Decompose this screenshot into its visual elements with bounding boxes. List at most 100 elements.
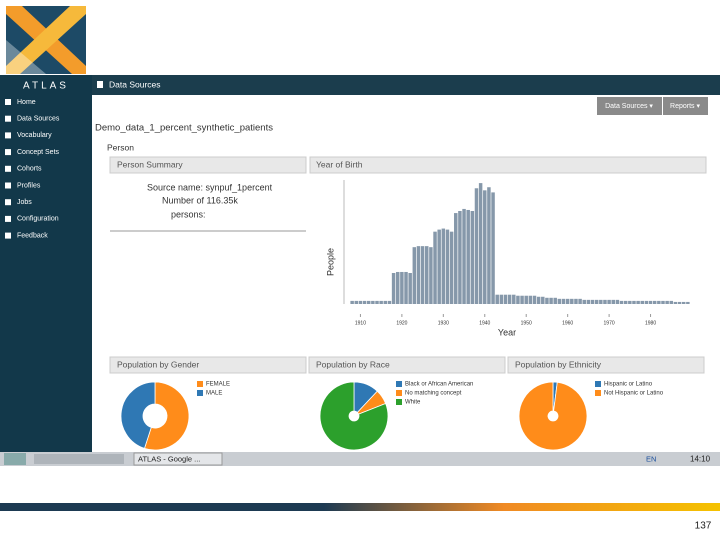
menu-icon [5,132,11,139]
bar [408,273,412,304]
bar [420,246,425,304]
panel-title: Population by Race [316,359,390,369]
bar [491,192,495,304]
bar [657,300,661,304]
legend-label: Hispanic or Latino [604,382,653,388]
legend-label: Not Hispanic or Latino [604,391,664,397]
logo [6,6,86,74]
button-label[interactable]: Reports ▾ [670,103,700,110]
bar [536,296,541,304]
x-tick-label: 1920 [396,320,407,326]
x-tick-label: 1940 [479,320,490,326]
bar [449,231,454,304]
bar [640,300,645,304]
menu-icon [5,149,11,156]
bar [528,295,533,304]
bar [681,301,686,304]
bar [561,298,566,304]
button[interactable] [597,97,662,115]
task-window[interactable] [133,452,223,466]
bar [474,188,479,304]
x-tick-label: 1980 [645,320,656,326]
language: EN [646,454,656,463]
legend-swatch [396,381,402,387]
legend-label: MALE [206,391,222,397]
legend-label: Black or African American [405,382,473,388]
bar [557,298,562,304]
bar [549,297,553,304]
menu-item[interactable]: Cohorts [17,166,42,173]
panel [309,156,707,174]
bar [648,300,653,304]
clock: 14:10 [690,455,711,464]
bar [619,300,624,304]
bar [578,298,582,304]
bar [516,295,520,304]
bar [623,300,628,304]
bar [395,271,400,304]
x-axis-label: Year [498,327,516,337]
bar [636,300,640,304]
menu-item[interactable]: Home [17,99,36,106]
bar [520,295,524,304]
slide-number: 137 [695,521,712,532]
menu-item[interactable]: Concept Sets [17,149,60,156]
slide-band [0,503,720,511]
panel [109,356,307,374]
bar [358,300,363,304]
bar [441,228,446,304]
start-button[interactable] [4,453,26,465]
sidebar [0,75,92,452]
task-window-label[interactable]: ATLAS - Google ... [138,454,200,463]
bar [387,300,392,304]
bar [445,229,450,304]
bar [470,211,475,304]
pie-slice [319,381,389,451]
bar [371,300,375,304]
quick-launch [34,454,124,464]
menu-icon [5,199,11,206]
panel [109,156,307,232]
bar [632,300,636,304]
bar [669,300,674,304]
menu-icon [5,182,11,189]
panel-title: Year of Birth [316,159,363,169]
pie-slice [120,381,156,449]
bar [524,295,528,304]
menu-item[interactable]: Profiles [17,182,41,189]
bar [677,301,682,304]
summary-line: Number of 116.35k [162,195,238,205]
bar [350,300,354,304]
pie-slice [143,381,190,451]
bar [574,298,578,304]
bar [429,247,433,304]
bar [400,271,404,304]
bar [495,294,499,304]
bar [404,271,408,304]
bar [594,299,599,304]
bar [458,211,462,304]
button-label[interactable]: Data Sources ▾ [605,103,653,110]
bar [354,300,359,304]
bar [379,300,383,304]
bar [686,301,690,304]
bar [499,294,504,304]
button[interactable] [663,97,708,115]
menu-item[interactable]: Configuration [17,216,59,223]
x-tick-label: 1910 [355,320,366,326]
bar [570,298,574,304]
menu-item[interactable]: Data Sources [17,116,60,123]
bar [487,187,491,304]
legend-label: FEMALE [206,382,230,388]
bar [375,300,379,304]
menu-item[interactable]: Jobs [17,199,32,206]
bar [611,299,615,304]
menu-icon [5,99,11,105]
menu-item[interactable]: Feedback [17,232,48,239]
header-title: Data Sources [109,79,161,89]
menu-icon [5,215,11,222]
pie-slice [518,381,588,451]
menu-item[interactable]: Vocabulary [17,132,52,139]
summary-line: persons: [171,209,206,219]
